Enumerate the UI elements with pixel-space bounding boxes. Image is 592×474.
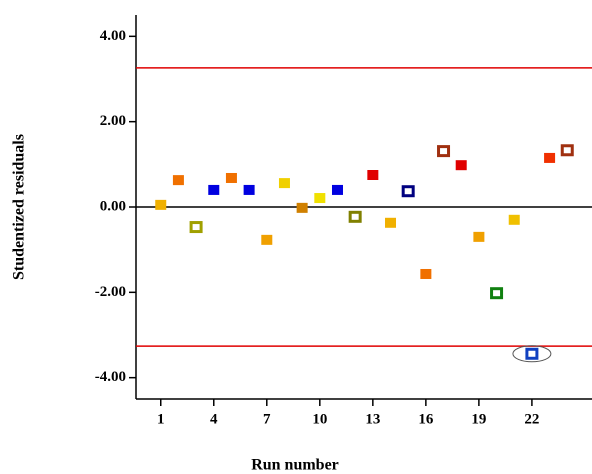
point-hollow-center (563, 147, 571, 154)
y-tick-label: -2.00 (95, 284, 126, 300)
x-tick-label: 16 (418, 411, 434, 427)
point (225, 172, 237, 183)
point-hollow-center (351, 213, 359, 220)
point (172, 175, 184, 186)
point (544, 152, 556, 163)
y-tick-label: -4.00 (95, 369, 126, 385)
x-tick-label: 7 (263, 411, 271, 427)
point (508, 214, 520, 225)
point (208, 184, 220, 195)
point (473, 231, 485, 242)
point (385, 217, 397, 228)
selection-ring (512, 345, 552, 363)
point (261, 234, 273, 245)
point (243, 184, 255, 195)
point (367, 170, 379, 180)
point (420, 268, 432, 279)
y-tick-label: 2.00 (100, 113, 126, 129)
x-axis-label: Run number (251, 457, 339, 474)
point (455, 160, 467, 171)
point-hollow-center (192, 224, 200, 231)
x-tick-label: 13 (365, 411, 380, 427)
x-tick-label: 10 (312, 411, 327, 427)
point-hollow-center (493, 290, 501, 297)
point (296, 202, 308, 213)
y-tick-label: 4.00 (100, 28, 126, 44)
y-axis-label: Studentized residuals (11, 134, 28, 280)
point (331, 184, 343, 195)
x-tick-label: 22 (524, 411, 539, 427)
point (314, 193, 326, 204)
point-hollow-center (440, 148, 448, 155)
x-tick-label: 4 (210, 411, 218, 427)
y-tick-label: 0.00 (100, 198, 126, 214)
point-hollow-center (528, 350, 536, 357)
point (278, 178, 290, 189)
x-tick-label: 19 (471, 411, 486, 427)
point (155, 199, 167, 210)
point-hollow-center (404, 188, 412, 195)
x-tick-label: 1 (157, 411, 165, 427)
